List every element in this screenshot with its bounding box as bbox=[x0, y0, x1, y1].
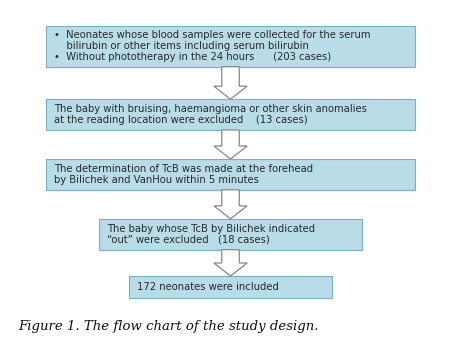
Polygon shape bbox=[214, 190, 247, 219]
FancyBboxPatch shape bbox=[129, 276, 332, 298]
Text: 172 neonates were included: 172 neonates were included bbox=[137, 282, 279, 292]
Polygon shape bbox=[214, 130, 247, 159]
FancyBboxPatch shape bbox=[99, 219, 362, 250]
Text: The baby with bruising, haemangioma or other skin anomalies: The baby with bruising, haemangioma or o… bbox=[54, 104, 367, 114]
Text: at the reading location were excluded    (13 cases): at the reading location were excluded (1… bbox=[54, 115, 308, 125]
Text: bilirubin or other items including serum bilirubin: bilirubin or other items including serum… bbox=[54, 41, 309, 51]
FancyBboxPatch shape bbox=[46, 99, 415, 130]
Text: The baby whose TcB by Bilichek indicated: The baby whose TcB by Bilichek indicated bbox=[107, 224, 315, 234]
FancyBboxPatch shape bbox=[46, 26, 415, 67]
Text: •  Neonates whose blood samples were collected for the serum: • Neonates whose blood samples were coll… bbox=[54, 30, 371, 40]
Polygon shape bbox=[214, 250, 247, 276]
Text: Figure 1. The flow chart of the study design.: Figure 1. The flow chart of the study de… bbox=[18, 320, 319, 333]
Text: by Bilichek and VanHou within 5 minutes: by Bilichek and VanHou within 5 minutes bbox=[54, 175, 259, 185]
Text: “out” were excluded   (18 cases): “out” were excluded (18 cases) bbox=[107, 235, 270, 245]
FancyBboxPatch shape bbox=[46, 159, 415, 190]
Text: •  Without phototherapy in the 24 hours      (203 cases): • Without phototherapy in the 24 hours (… bbox=[54, 52, 331, 63]
Text: The determination of TcB was made at the forehead: The determination of TcB was made at the… bbox=[54, 164, 313, 174]
Polygon shape bbox=[214, 67, 247, 99]
